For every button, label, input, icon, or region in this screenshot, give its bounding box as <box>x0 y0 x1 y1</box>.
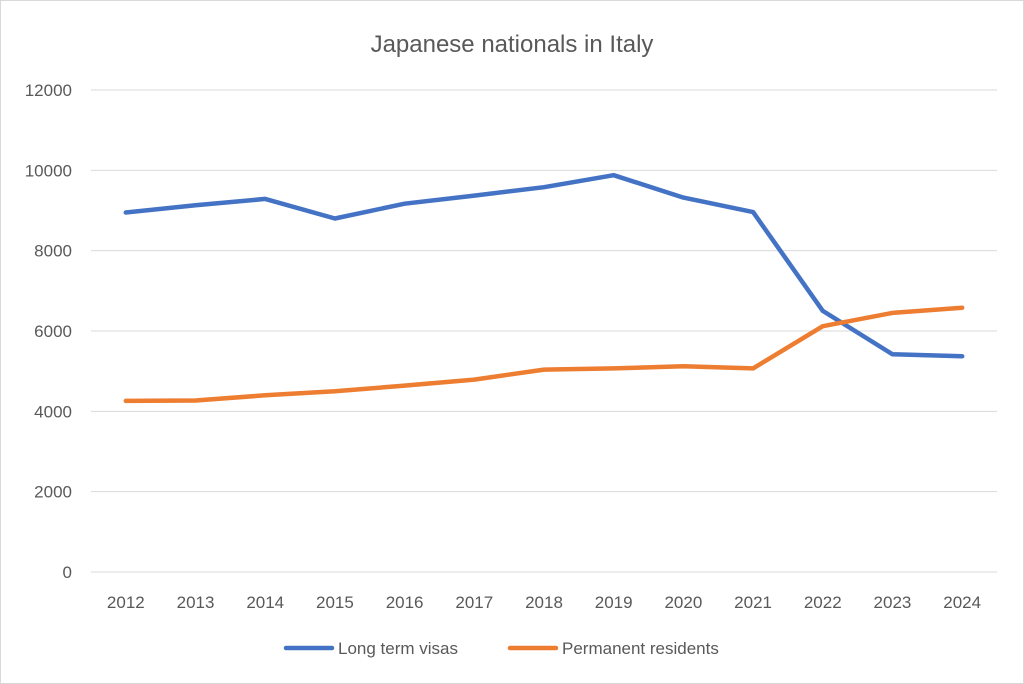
x-tick-label: 2017 <box>455 593 493 612</box>
series-line-permanent-residents <box>123 305 965 404</box>
y-axis-tick-labels: 0 2000 4000 6000 8000 10000 12000 <box>25 81 72 582</box>
y-tick-label: 8000 <box>34 242 72 261</box>
x-tick-label: 2014 <box>246 593 284 612</box>
legend: Long term visas Permanent residents <box>283 639 719 658</box>
legend-label: Long term visas <box>338 639 458 658</box>
gridlines <box>91 89 997 573</box>
y-tick-label: 10000 <box>25 161 72 180</box>
y-tick-label: 0 <box>63 563 72 582</box>
x-tick-label: 2018 <box>525 593 563 612</box>
x-tick-label: 2024 <box>943 593 981 612</box>
x-tick-label: 2023 <box>874 593 912 612</box>
y-tick-label: 6000 <box>34 322 72 341</box>
y-tick-label: 2000 <box>34 483 72 502</box>
series-line-long-term-visas <box>123 172 965 359</box>
x-tick-label: 2013 <box>177 593 215 612</box>
y-tick-label: 4000 <box>34 402 72 421</box>
x-tick-label: 2019 <box>595 593 633 612</box>
x-axis-tick-labels: 2012 2013 2014 2015 2016 2017 2018 2019 2020 2021… <box>107 593 981 612</box>
x-tick-label: 2021 <box>734 593 772 612</box>
y-tick-label: 12000 <box>25 81 72 100</box>
series-lines <box>123 172 965 404</box>
legend-label: Permanent residents <box>562 639 719 658</box>
x-tick-label: 2020 <box>664 593 702 612</box>
x-tick-label: 2015 <box>316 593 354 612</box>
x-tick-label: 2012 <box>107 593 145 612</box>
chart-title: Japanese nationals in Italy <box>371 31 654 58</box>
x-tick-label: 2016 <box>386 593 424 612</box>
x-tick-label: 2022 <box>804 593 842 612</box>
